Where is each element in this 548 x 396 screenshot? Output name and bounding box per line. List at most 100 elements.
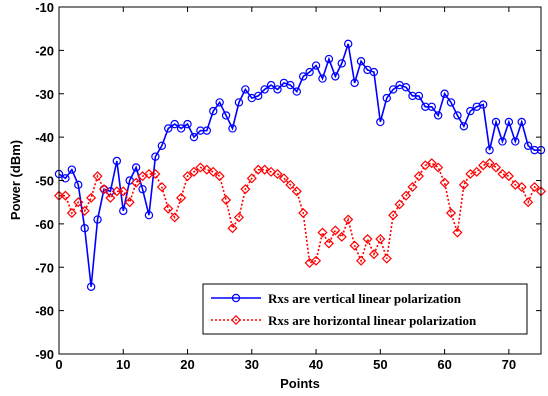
y-tick-label: -80	[35, 304, 54, 319]
data-point	[170, 119, 179, 129]
data-point	[530, 145, 539, 155]
data-point	[484, 158, 495, 169]
data-point	[208, 166, 219, 177]
data-point	[414, 91, 424, 101]
legend-label: Rxs are vertical linear polarization	[268, 291, 462, 306]
data-point	[266, 80, 276, 90]
y-tick-label: -70	[35, 260, 54, 275]
data-point	[299, 72, 308, 81]
y-axis-title: Power (dBm)	[8, 140, 23, 220]
data-point	[511, 137, 520, 146]
data-point	[331, 72, 340, 81]
data-point	[189, 132, 199, 142]
data-point	[241, 85, 250, 94]
data-point	[498, 137, 507, 146]
data-point	[343, 214, 354, 225]
data-point	[311, 61, 321, 70]
data-point	[138, 184, 147, 194]
data-point	[176, 124, 186, 133]
data-point	[375, 234, 386, 245]
data-point	[318, 74, 327, 83]
data-point	[131, 177, 142, 188]
data-point	[272, 168, 283, 180]
data-point	[466, 106, 475, 116]
data-point	[324, 54, 334, 64]
data-point	[227, 223, 238, 234]
x-tick-label: 10	[116, 357, 130, 372]
data-point	[510, 179, 521, 190]
data-point	[233, 212, 244, 223]
x-tick-label: 50	[373, 357, 387, 372]
data-point	[305, 67, 314, 77]
series-line	[58, 43, 541, 287]
data-point	[311, 255, 322, 266]
data-point	[156, 181, 167, 193]
data-point	[150, 168, 161, 180]
series-line	[59, 162, 542, 264]
data-point	[86, 282, 96, 291]
data-point	[124, 197, 135, 208]
data-point	[240, 184, 251, 195]
x-tick-label: 0	[55, 357, 62, 372]
data-point	[246, 173, 257, 184]
data-point	[376, 117, 385, 127]
data-point	[292, 87, 301, 96]
data-point	[209, 106, 218, 116]
data-point	[368, 249, 379, 260]
data-point	[215, 98, 224, 107]
y-tick-label: -20	[35, 43, 54, 58]
data-point	[478, 100, 488, 109]
data-point	[298, 207, 309, 219]
data-point	[330, 225, 341, 236]
data-point	[93, 215, 102, 224]
data-point	[278, 173, 289, 184]
data-point	[118, 186, 129, 197]
y-tick-label: -40	[35, 130, 54, 145]
legend-entries: Rxs are vertical linear polarization Rxs …	[211, 291, 477, 328]
y-tick-label: -10	[35, 0, 54, 15]
series-1	[54, 39, 546, 291]
data-point	[471, 166, 482, 177]
data-point	[497, 168, 508, 180]
data-point	[433, 162, 444, 173]
data-point	[157, 141, 167, 150]
data-point	[119, 206, 128, 216]
data-point	[401, 83, 411, 92]
data-point	[201, 164, 212, 175]
data-point	[408, 91, 417, 101]
data-point	[98, 184, 110, 195]
data-point	[182, 171, 193, 182]
data-point	[61, 174, 70, 183]
x-tick-label: 20	[180, 357, 194, 372]
data-point	[221, 194, 232, 206]
data-point	[92, 171, 103, 182]
data-point	[291, 186, 302, 197]
data-point	[350, 78, 359, 88]
y-tick-label: -90	[35, 347, 54, 362]
data-point	[183, 119, 192, 129]
x-tick-label: 60	[437, 357, 451, 372]
data-point	[362, 234, 373, 245]
x-tick-label: 30	[245, 357, 259, 372]
data-point	[131, 163, 141, 172]
y-tick-label: -30	[35, 87, 54, 102]
data-point	[485, 145, 494, 155]
data-point	[388, 210, 399, 221]
data-point	[439, 177, 450, 188]
data-point	[105, 192, 116, 203]
data-point	[188, 166, 200, 177]
axis-ticks: 0 10 20 30 40 50 60 70 -90 -80 -70 -60 -50 -40 -30 -20 -…	[35, 0, 541, 372]
data-point	[523, 141, 533, 150]
data-point	[458, 179, 469, 190]
data-point	[163, 203, 174, 214]
data-point	[382, 93, 391, 103]
legend: Rxs are vertical linear polarization Rxs …	[202, 283, 528, 335]
data-point	[323, 238, 334, 249]
y-tick-label: -60	[35, 217, 54, 232]
data-point	[169, 212, 180, 223]
data-point	[394, 199, 405, 210]
data-point	[459, 122, 469, 131]
data-point	[427, 102, 436, 111]
data-point	[60, 190, 71, 201]
